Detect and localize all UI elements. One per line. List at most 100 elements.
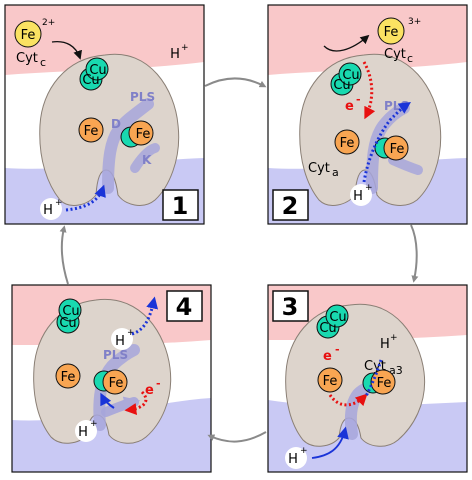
fe-label: Fe: [109, 376, 124, 391]
proton-label: H: [170, 47, 180, 62]
fe-label: Fe: [390, 142, 405, 157]
heme-a-iron: [78, 117, 104, 143]
electron-label: e: [145, 383, 154, 398]
cu-label: Cu: [319, 321, 336, 336]
cyt-label: Cyt: [384, 47, 406, 62]
proton-charge-label: +: [365, 183, 373, 193]
cu-label: Cu: [329, 310, 346, 325]
pls-label: PLS: [384, 99, 409, 113]
step-number: 1: [172, 192, 189, 220]
cyt-label: Cyt: [16, 51, 38, 66]
cu-label: Cu: [342, 68, 359, 83]
proton-pathway-D: [93, 344, 140, 431]
heme-a-iron: [55, 363, 81, 389]
pls-label: PLS: [103, 348, 128, 362]
proton-bubble: [40, 198, 62, 220]
heme-a3-iron: [128, 120, 154, 146]
step-number: 3: [282, 293, 299, 321]
copper-center: [338, 62, 362, 86]
electron-label: e: [345, 99, 354, 114]
panel-border: [267, 284, 468, 473]
cytochrome-c-iron: [14, 20, 42, 48]
panel-step-1: Fe 2+ Cyt c Cu Cu H + PLS D K Fe Fe H + …: [4, 4, 205, 225]
electron-transfer-arrow: [323, 34, 370, 52]
step-number-box: [162, 189, 199, 221]
proton-transfer-arrow: [100, 392, 115, 409]
cyt-subscript-label: a: [332, 166, 339, 179]
panel-border: [4, 4, 205, 225]
proton-label: H: [78, 425, 88, 440]
pls-label: PLS: [130, 90, 155, 104]
proton-transfer-arrow: [364, 359, 383, 397]
electron-transfer-arrow: [51, 40, 82, 60]
step-number: 4: [176, 293, 193, 321]
cytc-fe-label: Fe: [21, 28, 36, 43]
step-number-box: [272, 290, 309, 322]
fe-label: Fe: [323, 374, 338, 389]
electron-label: e: [323, 349, 332, 364]
proton-label: H: [353, 189, 363, 204]
panel-border: [11, 284, 212, 473]
proton-label: H: [43, 203, 53, 218]
proton-label: H: [288, 452, 298, 467]
electron-charge-label: -: [335, 343, 340, 356]
proton-transfer-arrow: [362, 102, 411, 183]
cyt-label: Cyt: [308, 161, 330, 176]
fe-label: Fe: [136, 127, 151, 142]
proton-charge-label: +: [390, 333, 398, 343]
fe-label: Fe: [377, 376, 392, 391]
cycle-arrow-4-to-1: [59, 225, 69, 285]
proton-pathway-K: [101, 396, 141, 417]
oxidation-state-label: 2+: [42, 18, 55, 28]
fe-label: Fe: [340, 136, 355, 151]
copper-center: [58, 298, 82, 322]
heme-a-iron: [317, 367, 343, 393]
proton-pathway-D: [102, 98, 154, 194]
step-number-box: [272, 189, 309, 221]
proton-label: H: [115, 334, 125, 349]
proton-charge-label: +: [181, 43, 189, 53]
proton-release-arrow: [131, 296, 159, 336]
cyt-subscript-label: a3: [389, 364, 403, 377]
cyt-subscript-label: c: [407, 52, 413, 65]
cu-label: Cu: [82, 73, 99, 88]
proton-uptake-arrow: [311, 426, 349, 459]
proton-uptake-arrow: [65, 184, 106, 212]
oxidation-state-label: 3+: [408, 17, 421, 27]
step-number: 2: [282, 192, 299, 220]
heme-a-iron: [334, 129, 360, 155]
electron-charge-label: -: [356, 93, 361, 106]
electron-charge-label: -: [156, 377, 161, 390]
fe-label: Fe: [84, 124, 99, 139]
cyt-subscript-label: c: [40, 56, 46, 69]
panel-step-3: 3 Cu Cu H + e - Cyt a3 Fe Fe H +: [267, 284, 468, 473]
k-pathway-label: K: [142, 153, 152, 167]
heme-a3-iron: [383, 135, 409, 161]
panel-step-2: Fe 3+ Cyt c Cu Cu e - PLS Fe Fe Cyt a H …: [267, 4, 468, 225]
cycle-arrow-2-to-3: [410, 224, 419, 283]
proton-bubble: [350, 184, 372, 206]
cu-label: Cu: [89, 63, 106, 78]
copper-center: [325, 304, 349, 328]
proton-charge-label: +: [90, 419, 98, 429]
electron-transfer-arrow: [124, 390, 148, 416]
proton-charge-label: +: [127, 328, 135, 338]
cu-label: Cu: [62, 304, 79, 319]
proton-label: H: [380, 337, 390, 352]
intermembrane-space: [5, 5, 204, 75]
cytochrome-c-iron: [377, 17, 405, 45]
panel-border: [267, 4, 468, 225]
proton-charge-label: +: [300, 446, 308, 456]
heme-a3-iron: [370, 369, 396, 395]
cycle-arrow-1-to-2: [204, 77, 267, 88]
cu-label: Cu: [59, 316, 76, 331]
cytc-fe-label: Fe: [384, 25, 399, 40]
fe-label: Fe: [61, 370, 76, 385]
electron-transfer-arrow: [362, 61, 376, 120]
heme-a3-iron: [102, 369, 128, 395]
cycle-arrows: [59, 77, 419, 443]
proton-pathway-K: [388, 155, 423, 175]
proton-bubble: [75, 420, 97, 442]
proton-bubble: [111, 328, 133, 350]
